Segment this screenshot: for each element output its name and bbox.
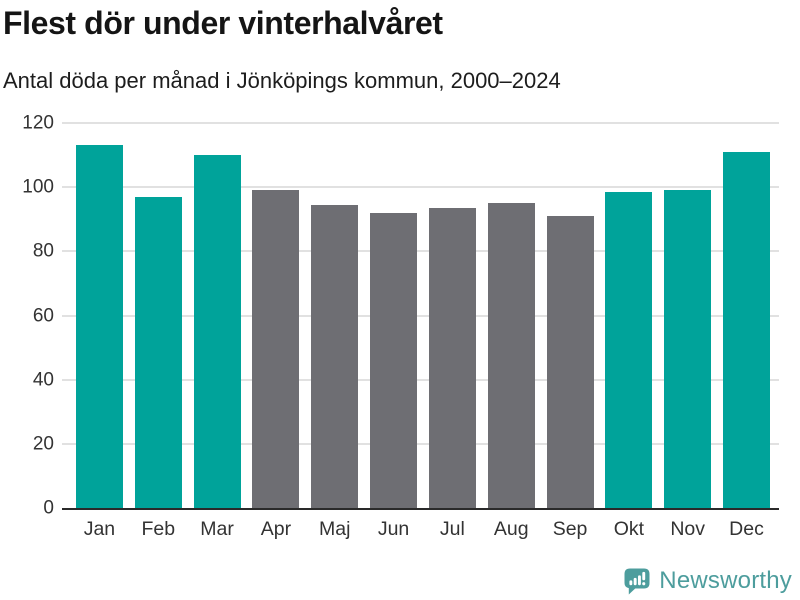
x-tick-label-maj: Maj	[319, 518, 351, 540]
x-tick-label-dec: Dec	[729, 518, 764, 540]
brand-name: Newsworthy	[659, 567, 792, 594]
bar-slot-jun	[364, 123, 423, 508]
bar-okt	[605, 191, 653, 508]
logo-exclamation-dot	[642, 581, 646, 585]
y-tick-label-80: 80	[32, 240, 54, 262]
gridline-100	[62, 186, 779, 189]
y-tick-label-40: 40	[32, 369, 54, 391]
bars	[70, 123, 776, 508]
gridline-80	[62, 250, 779, 253]
bar-slot-maj	[305, 123, 364, 508]
x-tick-label-jan: Jan	[83, 518, 116, 540]
x-tick-label-jul: Jul	[439, 518, 465, 540]
bar-slot-nov	[658, 123, 717, 508]
bar-slot-aug	[482, 123, 541, 508]
gridline-20	[62, 442, 779, 445]
y-tick-label-120: 120	[22, 112, 54, 134]
plot-area	[62, 122, 779, 510]
x-tick-label-mar: Mar	[200, 518, 234, 540]
x-tick-label-feb: Feb	[141, 518, 176, 540]
bar-mar	[193, 155, 241, 508]
logo-bar-tall	[638, 574, 642, 585]
footer-brand: Newsworthy	[624, 567, 792, 595]
bar-jun	[370, 212, 418, 508]
x-tick-label-okt: Okt	[613, 518, 645, 540]
bar-slot-jul	[423, 123, 482, 508]
bar-slot-dec	[717, 123, 776, 508]
logo-bar-short	[629, 579, 633, 585]
gridline-40	[62, 378, 779, 381]
x-tick-label-jun: Jun	[377, 518, 410, 540]
y-tick-label-0: 0	[43, 497, 54, 519]
logo-bar-medium	[633, 577, 637, 585]
bar-slot-okt	[599, 123, 658, 508]
chart-header: Flest dör under vinterhalvåret Antal död…	[3, 4, 790, 94]
bar-nov	[664, 190, 712, 508]
bar-dec	[723, 151, 771, 508]
logo-exclamation-stem	[642, 571, 646, 580]
newsworthy-logo-icon	[624, 568, 650, 594]
y-tick-label-100: 100	[22, 176, 54, 198]
x-tick-label-aug: Aug	[493, 518, 529, 540]
bar-sep	[546, 216, 594, 508]
bar-slot-apr	[246, 123, 305, 508]
bar-slot-feb	[129, 123, 188, 508]
bar-slot-sep	[541, 123, 600, 508]
x-tick-label-apr: Apr	[260, 518, 292, 540]
chart-subtitle: Antal döda per månad i Jönköpings kommun…	[3, 68, 561, 93]
bar-maj	[311, 204, 359, 508]
bar-slot-mar	[188, 123, 247, 508]
chart-title: Flest dör under vinterhalvåret	[3, 5, 443, 41]
gridline-60	[62, 314, 779, 317]
bar-aug	[487, 203, 535, 508]
x-tick-label-sep: Sep	[552, 518, 588, 540]
y-tick-label-20: 20	[32, 433, 54, 455]
bar-jul	[428, 208, 476, 508]
gridline-120	[62, 122, 779, 124]
y-tick-label-60: 60	[32, 305, 54, 326]
bar-feb	[134, 196, 182, 508]
y-axis-tick-labels: 0 20 40 60 80 100 120	[0, 114, 54, 518]
x-axis-tick-labels: Jan Feb Mar Apr Maj Jun Jul Aug Sep Okt Nov Dec	[70, 518, 776, 541]
x-tick-label-nov: Nov	[670, 518, 706, 540]
bar-slot-jan	[70, 123, 129, 508]
bar-jan	[75, 145, 123, 508]
bar-apr	[252, 190, 300, 508]
